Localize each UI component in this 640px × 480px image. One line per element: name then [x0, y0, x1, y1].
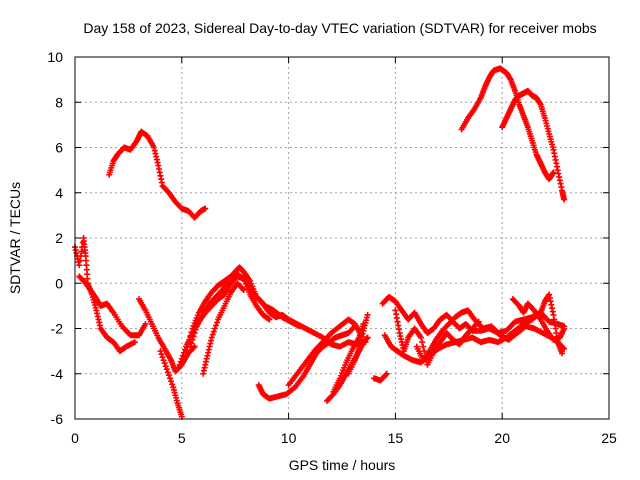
axis-ticks: 0 5 10 15 20 25 -6 -4 -2 0 2 4 6 8 10 [47, 49, 617, 446]
series-arc-10 [255, 323, 358, 402]
data-point [418, 334, 425, 341]
y-tick-label: 4 [55, 185, 63, 201]
data-point [131, 339, 138, 346]
series-arc-11 [285, 316, 365, 389]
series-arc-21 [458, 65, 557, 183]
chart-title: Day 158 of 2023, Sidereal Day-to-day VTE… [83, 20, 596, 36]
data-point [383, 370, 390, 377]
data-point [419, 339, 426, 346]
series-arc-9 [200, 280, 247, 377]
x-tick-label: 15 [388, 430, 404, 446]
data-point [210, 328, 217, 335]
data-point [161, 360, 168, 367]
series-arc-8 [183, 271, 369, 355]
data-point [266, 316, 273, 323]
data-point [211, 325, 218, 332]
data-point [188, 329, 195, 336]
data-point [168, 378, 175, 385]
series-arc-3 [76, 273, 149, 339]
series-arc-20 [509, 296, 568, 343]
data-point [364, 311, 371, 318]
data-point [382, 371, 389, 378]
y-tick-label: 2 [55, 230, 63, 246]
data-point [218, 288, 225, 295]
data-point [190, 344, 197, 351]
data-point [209, 331, 216, 338]
data-point [162, 363, 169, 370]
data-point [165, 372, 172, 379]
data-point [158, 351, 165, 358]
data-point [183, 348, 190, 355]
y-tick-label: -4 [51, 366, 64, 382]
series-arc-1 [72, 235, 138, 355]
plot-frame [74, 56, 610, 420]
x-axis-label: GPS time / hours [289, 457, 396, 473]
data-point [202, 205, 209, 212]
data-point [240, 287, 247, 294]
series-arc-5 [157, 348, 185, 420]
data-point [364, 334, 371, 341]
data-point [212, 322, 219, 329]
series-arc-14 [345, 311, 371, 377]
series-arc-22 [499, 87, 568, 203]
data-point [142, 320, 149, 327]
y-tick-label: 10 [47, 49, 63, 65]
series-arc-18 [392, 307, 482, 368]
data-point [178, 355, 185, 362]
x-tick-label: 5 [178, 430, 186, 446]
data-point [561, 345, 568, 352]
data-point [163, 366, 170, 373]
y-tick-label: -6 [51, 411, 64, 427]
data-point [179, 352, 186, 359]
x-tick-label: 25 [601, 430, 617, 446]
data-point [421, 348, 428, 355]
data-point [559, 350, 566, 357]
grid [75, 57, 609, 419]
data-point [184, 344, 191, 351]
data-point [177, 358, 184, 365]
data-marks [72, 65, 568, 420]
data-point [169, 381, 176, 388]
x-tick-label: 0 [71, 430, 79, 446]
data-point [550, 169, 557, 176]
series-arc-2 [106, 128, 209, 221]
data-point [187, 333, 194, 340]
y-tick-label: 0 [55, 275, 63, 291]
data-point [167, 375, 174, 382]
y-tick-label: -2 [51, 321, 64, 337]
y-axis-label: SDTVAR / TECUs [7, 182, 23, 294]
data-point [420, 343, 427, 350]
series-arc-13 [330, 320, 367, 395]
data-point [239, 285, 246, 292]
data-point [560, 344, 567, 351]
data-point [214, 319, 221, 326]
data-point [561, 325, 568, 332]
data-point [186, 336, 193, 343]
data-point [561, 196, 568, 203]
y-tick-label: 6 [55, 140, 63, 156]
x-tick-label: 10 [281, 430, 297, 446]
data-point [164, 369, 171, 376]
data-point [208, 334, 215, 341]
data-point [185, 340, 192, 347]
data-point [159, 354, 166, 361]
data-point [157, 348, 164, 355]
data-point [160, 357, 167, 364]
x-tick-label: 20 [494, 430, 510, 446]
series-arc-15 [371, 370, 390, 384]
data-point [176, 361, 183, 368]
y-tick-label: 8 [55, 94, 63, 110]
